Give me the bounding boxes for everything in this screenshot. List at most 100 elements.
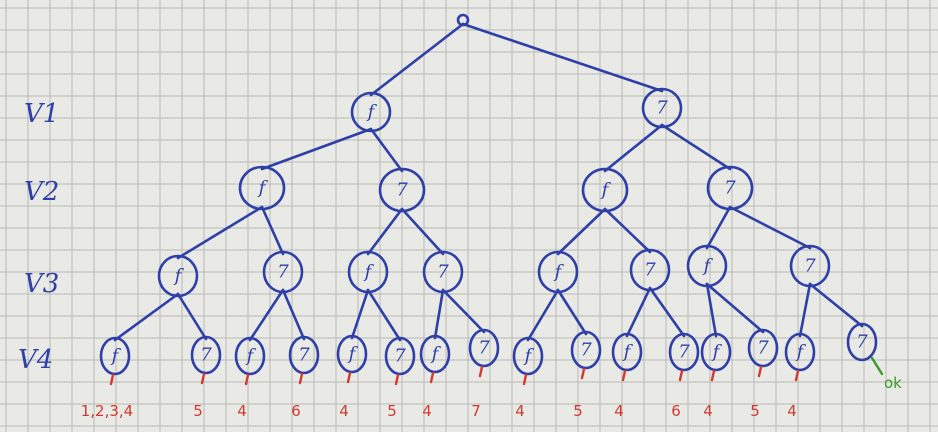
tree-node: f [419, 334, 451, 374]
node-label: 7 [200, 345, 212, 366]
leaf-result: 6 [671, 402, 681, 420]
tree-edge [260, 127, 373, 171]
node-label: f [430, 344, 442, 365]
node-label: 7 [437, 262, 449, 283]
tree-node: f [99, 336, 131, 376]
result-tick [522, 373, 528, 386]
node-label: f [600, 180, 612, 201]
leaf-result: 4 [515, 402, 525, 420]
tree-edge [461, 22, 664, 93]
node-label: 7 [277, 262, 289, 283]
tree-node: 7 [288, 335, 320, 375]
leaf-result: 1,2,3,4 [81, 402, 133, 420]
tree-edge [798, 282, 812, 338]
tree-edge [350, 288, 370, 340]
tree-edge [728, 205, 812, 250]
leaf-result: 5 [750, 402, 760, 420]
tree-edge [625, 286, 652, 338]
node-label: 7 [580, 340, 592, 361]
node-label: f [347, 344, 359, 365]
tree-node: 7 [422, 250, 464, 294]
node-label: 7 [757, 338, 769, 359]
node-ellipse [747, 328, 779, 368]
leaf-result: 6 [291, 402, 301, 420]
node-label: f [366, 102, 378, 123]
node-ellipse [347, 250, 389, 294]
tree-node: 7 [706, 165, 754, 211]
node-ellipse [419, 334, 451, 374]
node-label: 7 [856, 332, 868, 353]
tree-edge [176, 205, 264, 260]
tree-edge [556, 207, 607, 256]
node-ellipse [581, 167, 629, 213]
node-label: f [711, 342, 723, 363]
tree-edge [705, 282, 718, 338]
result-tick [394, 373, 400, 386]
result-tick [244, 373, 250, 386]
tree-edge [808, 282, 864, 328]
node-label: f [110, 346, 122, 367]
node-label: f [795, 342, 807, 363]
tree-node: f [336, 334, 368, 374]
level-label-v2: V2 [24, 177, 59, 207]
tree-node: f [238, 165, 286, 211]
tree-edge [369, 127, 404, 173]
leaf-result: 4 [339, 402, 349, 420]
tree-edge [556, 288, 588, 336]
node-label: 7 [478, 338, 490, 359]
node-ellipse [611, 332, 643, 372]
node-ellipse [157, 254, 199, 298]
node-ellipse [706, 165, 754, 211]
level-labels: V1 V2 V3 V4 [18, 99, 59, 375]
level-label-v1: V1 [24, 99, 59, 129]
leaf-result: 5 [573, 402, 583, 420]
result-tick [346, 371, 352, 384]
level-label-v4: V4 [18, 345, 53, 375]
leaf-results: 1,2,3,4 5 4 6 4 5 4 7 4 5 4 6 4 5 4 ok [81, 356, 902, 420]
tree-node: f [700, 332, 732, 372]
tree-edge [113, 292, 180, 342]
tree-node: 7 [846, 322, 878, 362]
tree-edge [400, 207, 445, 256]
tree-node: f [234, 336, 266, 376]
node-ellipse [700, 332, 732, 372]
result-tick [757, 365, 763, 378]
leaf-result: 4 [787, 402, 797, 420]
tree-edge [526, 288, 560, 342]
tree-node: 7 [641, 87, 683, 129]
tree-node: 7 [747, 328, 779, 368]
tree-node: 7 [190, 335, 222, 375]
tree-node: f [784, 332, 816, 372]
node-label: f [523, 346, 535, 367]
leaf-result: 4 [703, 402, 713, 420]
tree-node: f [512, 336, 544, 376]
node-ellipse [234, 336, 266, 376]
node-ellipse [846, 322, 878, 362]
result-tick [478, 365, 484, 378]
tree-edge [603, 123, 664, 173]
result-tick [429, 371, 435, 384]
node-ellipse [668, 332, 700, 372]
tree-edge [441, 288, 486, 334]
tree-node: f [686, 244, 728, 288]
tree-edge [648, 286, 686, 338]
result-tick [794, 369, 800, 382]
tree-edge [705, 205, 732, 250]
node-ellipse [378, 167, 426, 213]
leaf-result: 4 [614, 402, 624, 420]
result-tick [870, 356, 884, 376]
node-label: f [245, 346, 257, 367]
tree-node: 7 [384, 336, 416, 376]
node-ellipse [262, 250, 304, 294]
node-label: f [257, 178, 269, 199]
tree-node: 7 [668, 332, 700, 372]
tree-node: 7 [468, 328, 500, 368]
leaf-result: 5 [387, 402, 397, 420]
node-ellipse [288, 335, 320, 375]
tree-node: f [611, 332, 643, 372]
node-ellipse [641, 87, 683, 129]
tree-edge [660, 123, 732, 171]
node-ellipse [99, 336, 131, 376]
tree-nodes: f 7f 7 f 7f 7 f 7 f 7 f 7f 7 f 7 f 7 f 7 f 7 f 7 f 7 f 7 [99, 13, 878, 376]
